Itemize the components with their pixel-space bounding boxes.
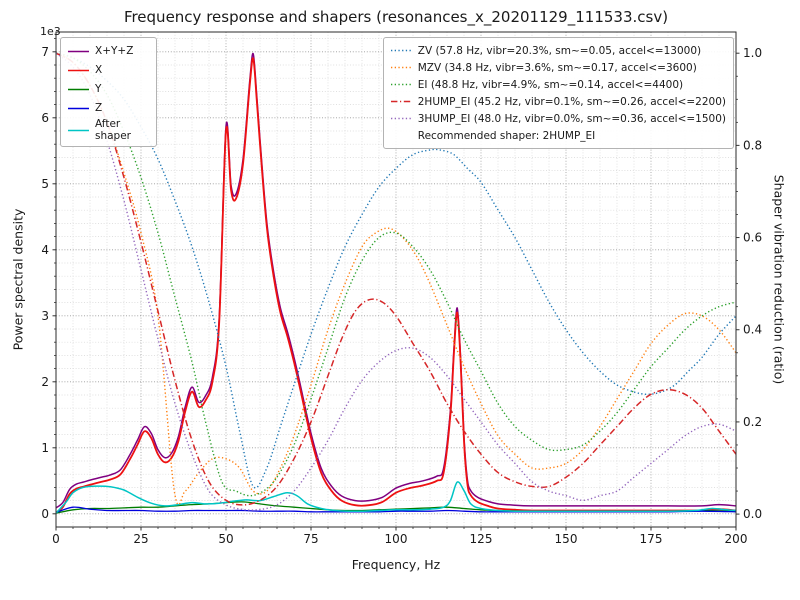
legend-label: Z: [95, 102, 103, 115]
y-left-tick-label-5: 5: [41, 177, 49, 191]
x-tick-label-25: 25: [133, 532, 148, 546]
y-left-tick-label-4: 4: [41, 243, 49, 257]
legend-line-sample: [68, 129, 89, 131]
y-right-axis-label: Shaper vibration reduction (ratio): [771, 174, 787, 385]
y-left-tick-label-3: 3: [41, 309, 49, 323]
legend-label: 3HUMP_EI (48.0 Hz, vibr=0.0%, sm~=0.36, …: [417, 112, 726, 125]
plot-border: [55, 31, 737, 528]
y-left-tick-label-2: 2: [41, 375, 49, 389]
legend-line-sample: [390, 117, 412, 120]
y-left-tick-label-1: 1: [41, 441, 49, 455]
legend-label: X: [95, 64, 103, 77]
legend-line-sample: [68, 107, 89, 110]
legend-item-2hump-ei: 2HUMP_EI (45.2 Hz, vibr=0.1%, sm~=0.26, …: [390, 93, 726, 110]
y-right-tick-label-0.0: 0.0: [743, 507, 762, 521]
legend-psd: X+Y+Z X Y Z After shaper: [60, 37, 157, 148]
legend-item-3hump-ei: 3HUMP_EI (48.0 Hz, vibr=0.0%, sm~=0.36, …: [390, 110, 726, 127]
legend-item-x: X: [67, 61, 149, 80]
legend-item-z: Z: [67, 99, 149, 118]
x-tick-label-0: 0: [52, 532, 60, 546]
legend-line-sample: [390, 49, 412, 52]
legend-label: MZV (34.8 Hz, vibr=3.6%, sm~=0.17, accel…: [417, 61, 697, 74]
legend-item-mzv: MZV (34.8 Hz, vibr=3.6%, sm~=0.17, accel…: [390, 59, 726, 76]
legend-line-sample: [68, 69, 89, 72]
x-tick-label-100: 100: [385, 532, 408, 546]
legend-label: ZV (57.8 Hz, vibr=20.3%, sm~=0.05, accel…: [417, 44, 702, 57]
x-tick-label-175: 175: [640, 532, 663, 546]
legend-label: X+Y+Z: [95, 45, 134, 58]
x-tick-label-200: 200: [725, 532, 748, 546]
legend-item-ei: EI (48.8 Hz, vibr=4.9%, sm~=0.14, accel<…: [390, 76, 726, 93]
y-left-tick-label-7: 7: [41, 45, 49, 59]
y-right-tick-label-0.4: 0.4: [743, 323, 762, 337]
y-axis-offset-label: 1e3: [40, 25, 61, 38]
legend-item-y: Y: [67, 80, 149, 99]
legend-item-zv: ZV (57.8 Hz, vibr=20.3%, sm~=0.05, accel…: [390, 42, 726, 59]
x-tick-label-150: 150: [555, 532, 578, 546]
legend-line-sample: [68, 88, 89, 91]
legend-label: Y: [95, 83, 102, 96]
legend-line-sample: [68, 50, 89, 53]
legend-item-after-shaper: After shaper: [67, 118, 149, 142]
y-left-tick-label-0: 0: [41, 507, 49, 521]
curve-ei: [55, 52, 737, 497]
legend-label: After shaper: [95, 118, 132, 143]
y-right-tick-label-1.0: 1.0: [743, 46, 762, 60]
legend-item-x-y-z: X+Y+Z: [67, 42, 149, 61]
y-right-tick-label-0.2: 0.2: [743, 415, 762, 429]
curve-x-y-z: [55, 52, 737, 509]
x-tick-label-50: 50: [218, 532, 233, 546]
x-axis-label: Frequency, Hz: [351, 557, 441, 572]
legend-label: 2HUMP_EI (45.2 Hz, vibr=0.1%, sm~=0.26, …: [417, 95, 726, 108]
x-tick-label-75: 75: [303, 532, 318, 546]
curve-after-shaper: [55, 481, 737, 514]
x-tick-label-125: 125: [470, 532, 493, 546]
chart-title: Frequency response and shapers (resonanc…: [123, 8, 669, 26]
y-left-tick-label-6: 6: [41, 111, 49, 125]
legend-shapers: ZV (57.8 Hz, vibr=20.3%, sm~=0.05, accel…: [382, 37, 734, 149]
y-left-axis-label: Power spectral density: [10, 208, 26, 351]
curve-3hump-ei: [55, 52, 737, 511]
legend-label: EI (48.8 Hz, vibr=4.9%, sm~=0.14, accel<…: [417, 78, 684, 91]
curve-mzv: [55, 52, 737, 506]
curve-x: [55, 57, 737, 514]
legend-line-sample: [390, 83, 412, 86]
y-right-tick-label-0.6: 0.6: [743, 231, 762, 245]
legend-line-sample: [390, 100, 412, 103]
legend-recommended-shaper: Recommended shaper: 2HUMP_EI: [390, 127, 726, 144]
legend-line-sample: [390, 66, 412, 69]
legend-label: Recommended shaper: 2HUMP_EI: [417, 129, 596, 142]
y-right-tick-label-0.8: 0.8: [743, 138, 762, 152]
